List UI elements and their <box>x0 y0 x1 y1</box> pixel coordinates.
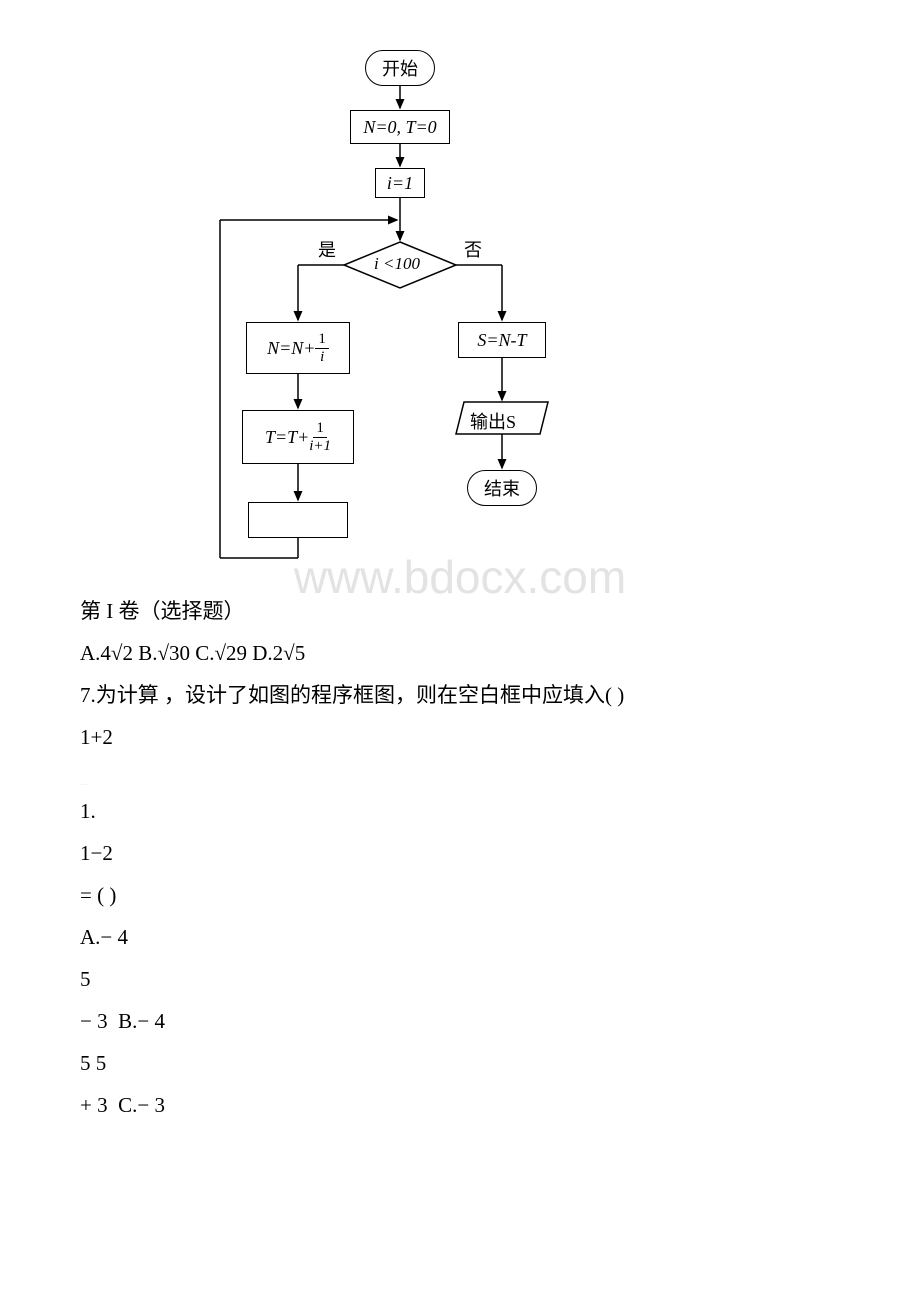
flowchart-i-init: i=1 <box>375 168 425 198</box>
s-calc-box: S=N-T <box>458 322 546 358</box>
tiny-mark: … <box>80 776 840 790</box>
line-11: 5 5 <box>80 1042 840 1084</box>
line-10: − 3 ⁡ B.− 4 <box>80 1000 840 1042</box>
line-8: A.− 4 <box>80 916 840 958</box>
line-1: 第 I 卷（选择题） <box>80 590 840 632</box>
line-6: 1−2⁡ <box>80 832 840 874</box>
n-num: 1 <box>315 332 329 349</box>
t-update-box: T=T+ 1i+1 <box>242 410 354 464</box>
document-text: 第 I 卷（选择题） A.4√2 B.√30 C.√29 D.2√5 7.为计算… <box>80 590 840 1126</box>
t-prefix: T=T+ <box>265 427 309 447</box>
n-update-box: N=N+ 1i <box>246 322 350 374</box>
line-12: + 3 ⁡ C.− 3 <box>80 1084 840 1126</box>
i-init-label: i=1 <box>387 173 413 194</box>
flowchart: 开始 N=0, T=0 i=1 i <100 是 否 N=N+ 1i S=N-T… <box>210 40 550 580</box>
line-2: A.4√2 B.√30 C.√29 D.2√5 <box>80 632 840 674</box>
flowchart-init: N=0, T=0 <box>350 110 450 144</box>
flowchart-start: 开始 <box>365 50 435 86</box>
decision-text: i <100 <box>374 254 420 274</box>
no-label: 否 <box>464 236 482 262</box>
init-label: N=0, T=0 <box>363 117 436 138</box>
n-den: i <box>320 349 324 365</box>
start-label: 开始 <box>382 55 418 81</box>
line-9: 5 <box>80 958 840 1000</box>
t-num: 1 <box>313 421 327 438</box>
line-5: 1. <box>80 790 840 832</box>
yes-label: 是 <box>318 236 336 262</box>
blank-box <box>248 502 348 538</box>
line-3: 7.为计算 ，设计了如图的程序框图，则在空白框中应填入( ) <box>80 674 840 716</box>
s-calc-label: S=N-T <box>477 330 526 351</box>
line-7: = ( ) <box>80 874 840 916</box>
flowchart-end: 结束 <box>467 470 537 506</box>
n-prefix: N=N+ <box>267 338 315 358</box>
t-den: i+1 <box>309 438 331 454</box>
end-label: 结束 <box>484 475 520 501</box>
line-4: 1+2⁡ <box>80 716 840 758</box>
output-label: 输出S <box>470 408 516 434</box>
